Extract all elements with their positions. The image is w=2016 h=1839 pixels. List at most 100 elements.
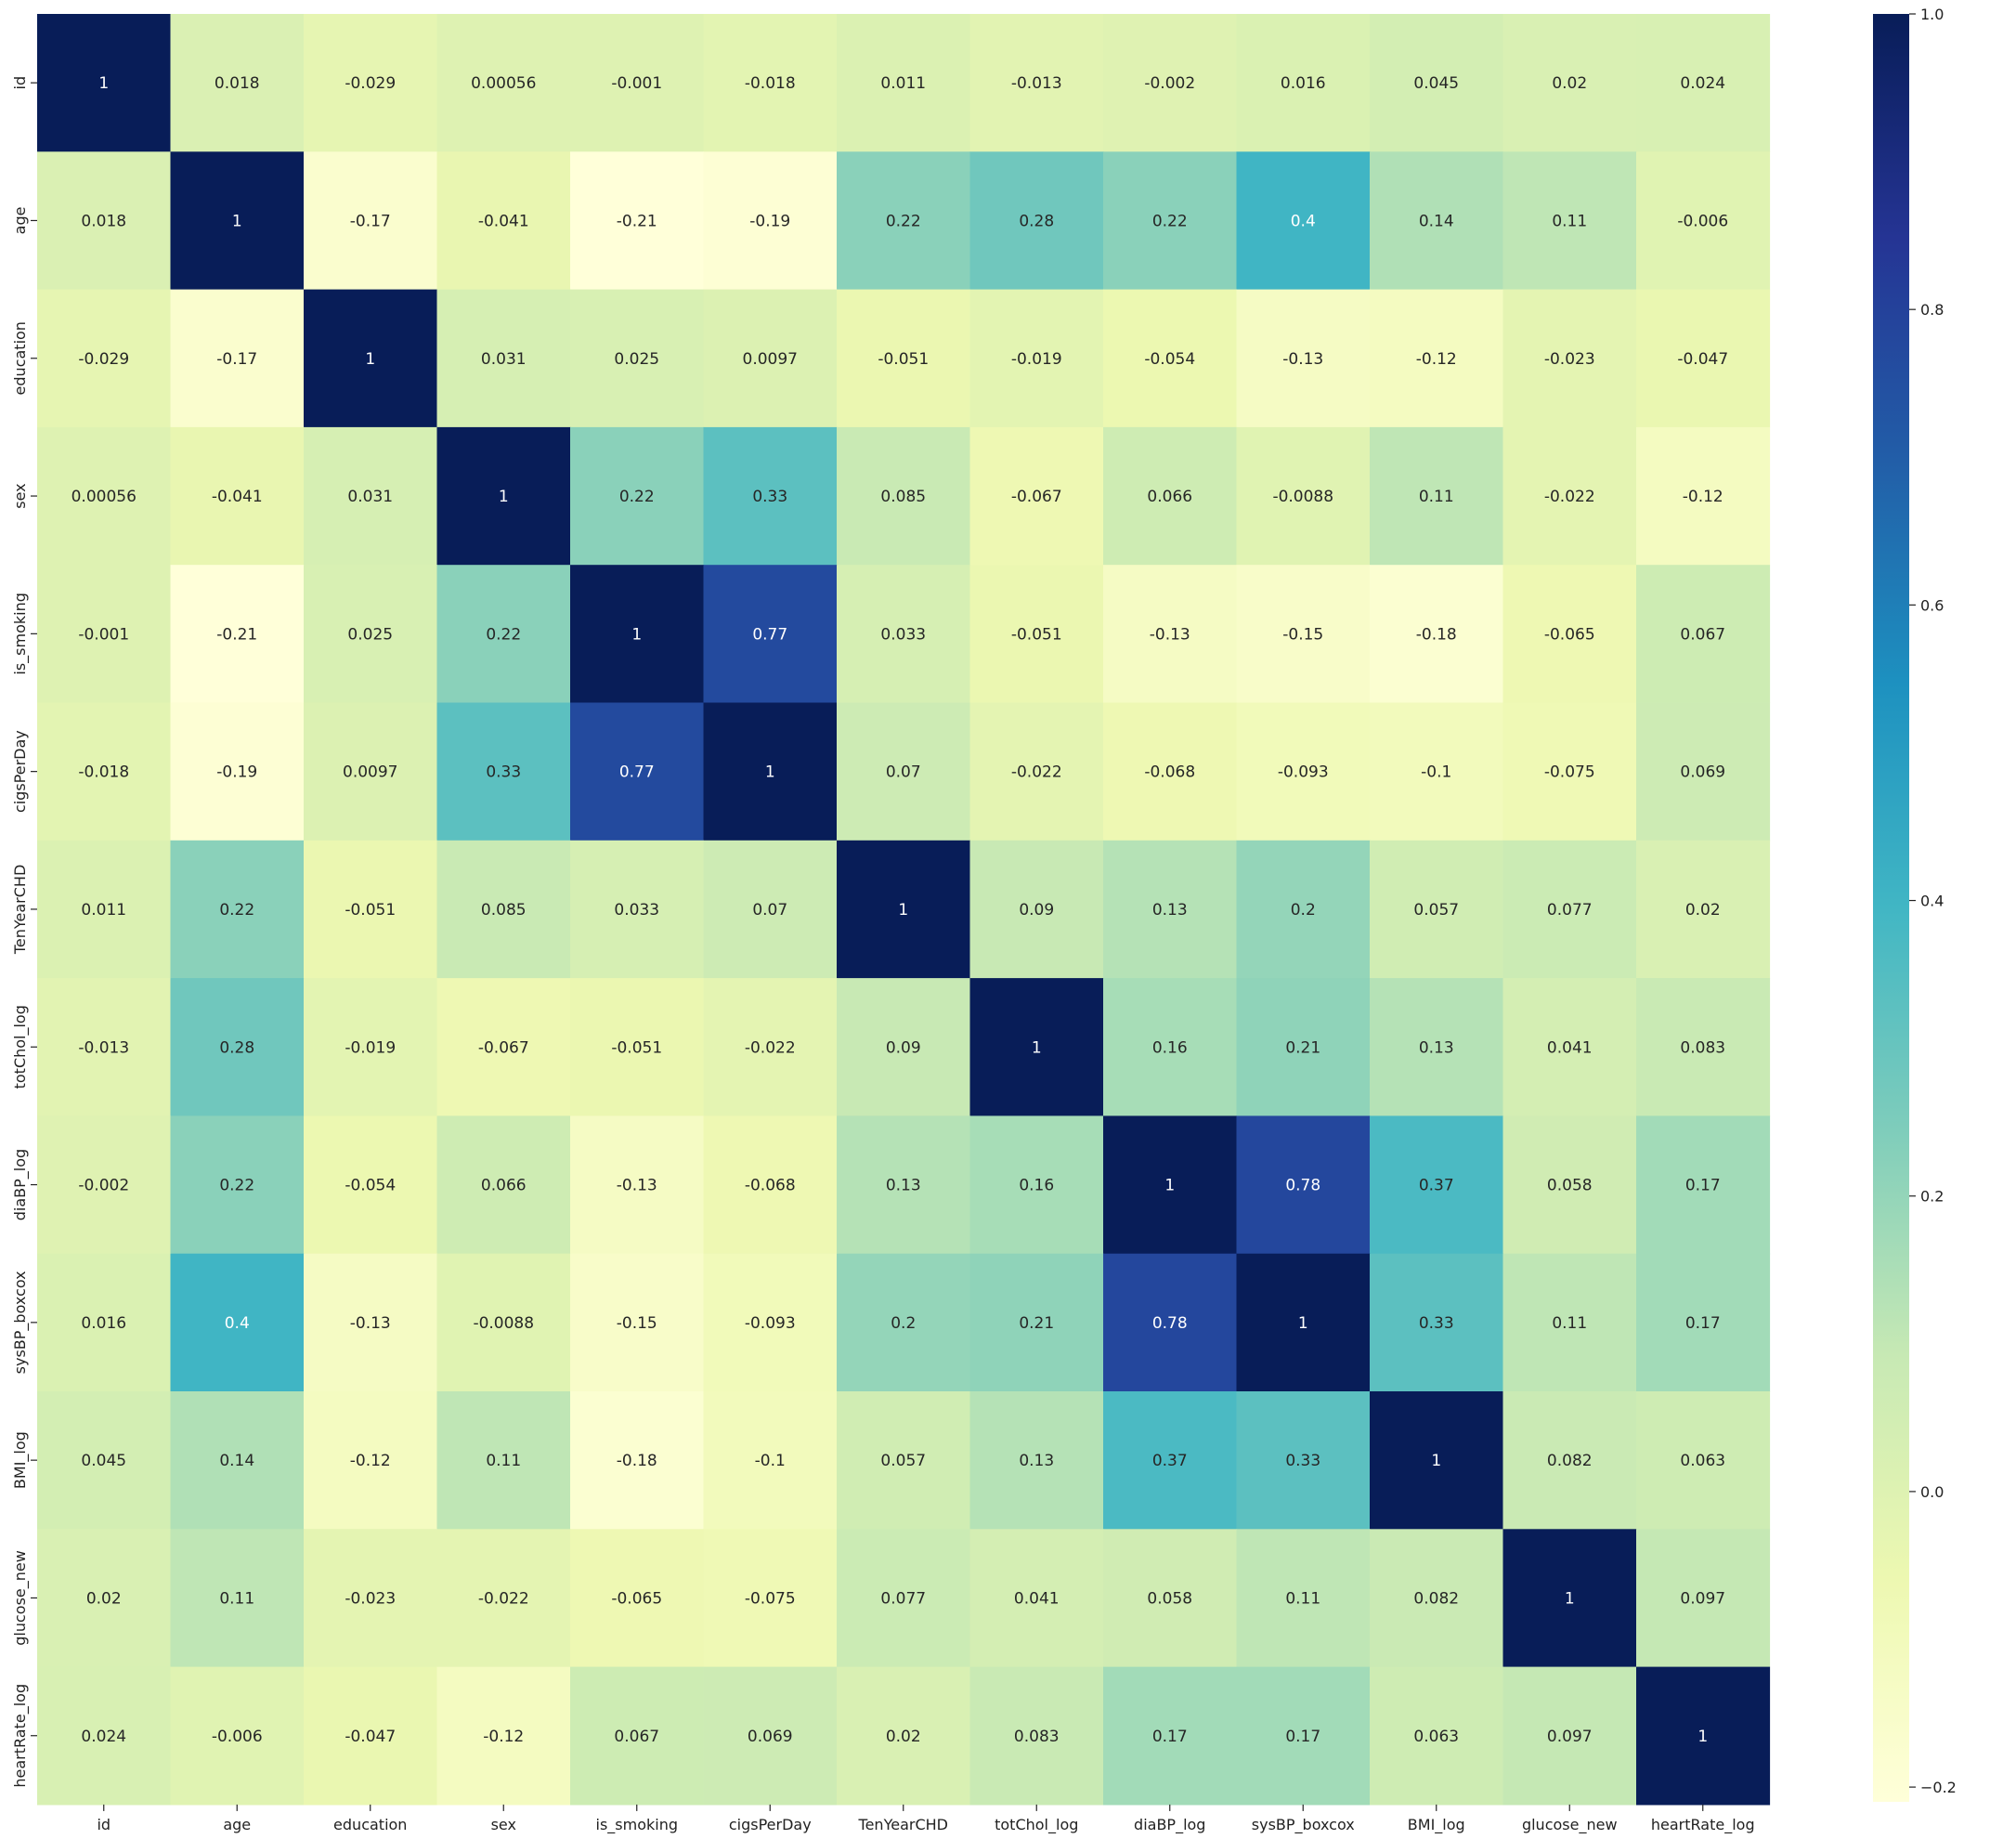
cell-annotation: 1: [365, 350, 375, 369]
heatmap-cell: [304, 702, 438, 841]
heatmap-cell: [570, 1391, 705, 1530]
cell-annotation: 0.025: [614, 350, 659, 369]
heatmap-cell: [570, 14, 705, 152]
heatmap-cell: [37, 151, 172, 291]
cell-annotation: -0.041: [212, 488, 263, 506]
cell-annotation: 0.22: [219, 1177, 254, 1195]
cell-annotation: 0.025: [347, 625, 393, 644]
cell-annotation: 0.11: [1552, 1314, 1587, 1333]
cell-annotation: 0.018: [215, 74, 260, 93]
cell-annotation: 0.011: [880, 74, 926, 93]
heatmap-cell: [703, 151, 838, 291]
heatmap-cell: [1103, 840, 1238, 979]
colorbar-tick-label: 0.2: [1920, 1188, 1944, 1206]
x-tick-label: age: [223, 1816, 251, 1833]
heatmap-cell: [37, 426, 172, 566]
cell-annotation: 0.02: [886, 1728, 921, 1746]
heatmap-cell: [969, 1391, 1104, 1530]
heatmap-cell: [1236, 702, 1371, 841]
cell-annotation: -0.12: [483, 1728, 524, 1746]
cell-annotation: 0.78: [1285, 1177, 1320, 1195]
heatmap-cell: [304, 565, 438, 704]
cell-annotation: -0.023: [345, 1589, 396, 1608]
heatmap-cell: [436, 1115, 571, 1255]
heatmap-cell: [436, 978, 571, 1116]
cell-annotation: 0.018: [81, 212, 126, 230]
heatmap-cell: [837, 289, 971, 428]
heatmap-cell: [1502, 1253, 1637, 1392]
cell-annotation: 0.17: [1685, 1177, 1721, 1195]
heatmap-cell: [1236, 978, 1371, 1116]
heatmap-cell: [1636, 426, 1771, 566]
heatmap-cell: [1636, 1391, 1771, 1530]
cell-annotation: 0.17: [1685, 1314, 1721, 1333]
cell-annotation: 0.02: [86, 1589, 122, 1608]
heatmap-cell: [837, 14, 971, 152]
heatmap-cell: [703, 1253, 838, 1392]
heatmap-cell: [1502, 1666, 1637, 1806]
heatmap-cell: [969, 978, 1104, 1116]
heatmap-cell: [1636, 289, 1771, 428]
heatmap-cell: [969, 1666, 1104, 1806]
cell-annotation: 0.016: [81, 1314, 126, 1333]
heatmap-cell: [1103, 14, 1238, 152]
heatmap-cell: [37, 1529, 172, 1668]
heatmap-cells: [37, 14, 1771, 1806]
cell-annotation: -0.001: [78, 625, 129, 644]
heatmap-cell: [837, 151, 971, 291]
cell-annotation: 0.22: [219, 901, 254, 920]
heatmap-cell: [969, 151, 1104, 291]
heatmap-cell: [1103, 1529, 1238, 1668]
cell-annotation: -0.019: [1011, 350, 1062, 369]
heatmap-cell: [1370, 1529, 1504, 1668]
heatmap-cell: [969, 14, 1104, 152]
cell-annotation: 0.066: [1147, 488, 1192, 506]
cell-annotation: -0.051: [1011, 625, 1062, 644]
heatmap-cell: [1236, 1115, 1371, 1255]
cell-annotation: -0.21: [216, 625, 257, 644]
colorbar-tick-label: 0.0: [1920, 1483, 1944, 1501]
heatmap-cell: [1370, 702, 1504, 841]
heatmap-cell: [1236, 14, 1371, 152]
cell-annotation: 0.011: [81, 901, 126, 920]
cell-annotation: 0.067: [1680, 625, 1725, 644]
heatmap-cell: [436, 289, 571, 428]
cell-annotation: -0.029: [345, 74, 396, 93]
x-tick-label: sysBP_boxcox: [1252, 1816, 1355, 1834]
heatmap-cell: [304, 14, 438, 152]
x-tick-label: heartRate_log: [1651, 1816, 1755, 1834]
heatmap-cell: [703, 1529, 838, 1668]
cell-annotation: 1: [898, 901, 908, 920]
heatmap-cell: [436, 1253, 571, 1392]
heatmap-cell: [837, 426, 971, 566]
x-tick-label: totChol_log: [995, 1816, 1078, 1834]
heatmap-cell: [1502, 840, 1637, 979]
cell-annotation: 1: [1697, 1728, 1708, 1746]
cell-annotation: -0.15: [1282, 625, 1323, 644]
cell-annotation: 0.22: [486, 625, 521, 644]
heatmap-cell: [170, 702, 305, 841]
heatmap-cell: [170, 1391, 305, 1530]
heatmap-cell: [1103, 702, 1238, 841]
cell-annotation: 0.11: [1419, 488, 1454, 506]
cell-annotation: -0.029: [78, 350, 129, 369]
cell-annotation: 0.2: [891, 1314, 916, 1333]
heatmap-cell: [570, 1529, 705, 1668]
heatmap-cell: [304, 426, 438, 566]
cell-annotation: 1: [1565, 1589, 1575, 1608]
y-axis-ticks: id age education sex is_smoking cigsPerDay Ten…: [11, 76, 37, 1788]
cell-annotation: -0.001: [611, 74, 662, 93]
heatmap-cell: [1502, 702, 1637, 841]
cell-annotation: 0.09: [1019, 901, 1054, 920]
colorbar-tick-label: 0.4: [1920, 893, 1944, 910]
cell-annotation: 0.22: [619, 488, 655, 506]
cell-annotation: 1: [1032, 1038, 1042, 1057]
cell-annotation: 0.16: [1019, 1177, 1054, 1195]
heatmap-cell: [304, 1253, 438, 1392]
heatmap-cell: [37, 1253, 172, 1392]
cell-annotation: 1: [1164, 1177, 1175, 1195]
heatmap-cell: [837, 1253, 971, 1392]
cell-annotation: 0.077: [880, 1589, 926, 1608]
cell-annotation: 0.0097: [743, 350, 798, 369]
